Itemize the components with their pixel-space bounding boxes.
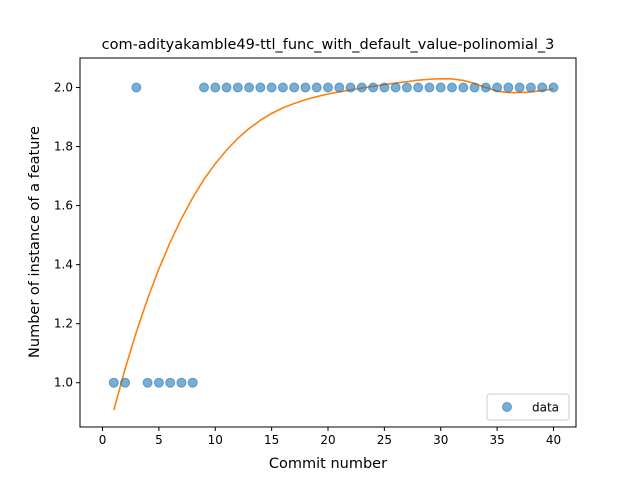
data-point bbox=[480, 82, 491, 93]
y-axis-ticks: 1.0 1.2 1.4 1.6 1.8 2.0 bbox=[54, 81, 80, 390]
data-point bbox=[266, 82, 277, 93]
x-tick-label: 15 bbox=[264, 433, 279, 447]
data-point bbox=[525, 82, 536, 93]
data-point bbox=[244, 82, 255, 93]
x-tick-label: 40 bbox=[546, 433, 561, 447]
x-tick-label: 30 bbox=[433, 433, 448, 447]
data-point bbox=[131, 82, 142, 93]
y-tick-label: 2.0 bbox=[54, 81, 73, 95]
data-point bbox=[221, 82, 232, 93]
x-tick-label: 10 bbox=[208, 433, 223, 447]
data-point bbox=[300, 82, 311, 93]
x-tick-label: 25 bbox=[377, 433, 392, 447]
data-point bbox=[289, 82, 300, 93]
data-point bbox=[469, 82, 480, 93]
data-point bbox=[379, 82, 390, 93]
data-point bbox=[187, 377, 198, 388]
data-point bbox=[447, 82, 457, 93]
data-point bbox=[334, 82, 345, 93]
scatter-points-layer bbox=[108, 82, 559, 388]
x-axis-ticks: 0 5 10 15 20 25 30 35 40 bbox=[99, 427, 561, 447]
data-point bbox=[458, 82, 469, 93]
x-tick-label: 20 bbox=[320, 433, 335, 447]
legend-marker bbox=[502, 402, 512, 412]
data-point bbox=[323, 82, 333, 93]
legend-box bbox=[486, 393, 570, 421]
y-tick-label: 1.4 bbox=[54, 258, 73, 272]
data-point bbox=[492, 82, 503, 93]
fit-curve bbox=[113, 77, 554, 411]
data-point bbox=[176, 377, 187, 388]
x-tick-label: 35 bbox=[489, 433, 504, 447]
data-point bbox=[401, 82, 412, 93]
data-point bbox=[435, 82, 446, 93]
legend: data bbox=[486, 393, 570, 421]
data-point bbox=[537, 82, 548, 93]
data-point bbox=[232, 82, 243, 93]
y-axis-label: Number of instance of a feature bbox=[27, 126, 43, 358]
y-tick-label: 1.0 bbox=[54, 376, 73, 390]
y-tick-label: 1.6 bbox=[54, 199, 73, 213]
data-point bbox=[390, 82, 401, 93]
legend-label-data: data bbox=[532, 401, 559, 415]
chart-title: com-adityakamble49-ttl_func_with_default… bbox=[102, 37, 555, 53]
data-point bbox=[153, 377, 164, 388]
data-point bbox=[413, 82, 424, 93]
data-point bbox=[210, 82, 221, 93]
data-point bbox=[503, 82, 514, 93]
data-point bbox=[165, 377, 176, 388]
x-tick-label: 0 bbox=[99, 433, 107, 447]
data-point bbox=[368, 82, 379, 93]
y-tick-label: 1.8 bbox=[54, 140, 73, 154]
data-point bbox=[255, 82, 266, 93]
fit-curve-layer bbox=[113, 77, 554, 411]
y-tick-label: 1.2 bbox=[54, 317, 73, 331]
data-point bbox=[199, 82, 209, 93]
data-point bbox=[424, 82, 435, 93]
data-point bbox=[108, 377, 119, 388]
x-tick-label: 5 bbox=[155, 433, 163, 447]
data-point bbox=[514, 82, 525, 93]
data-point bbox=[120, 377, 131, 388]
data-point bbox=[356, 82, 367, 93]
data-point bbox=[548, 82, 559, 93]
data-point bbox=[311, 82, 322, 93]
x-axis-label: Commit number bbox=[269, 456, 387, 472]
data-point bbox=[345, 82, 356, 93]
data-point bbox=[142, 377, 153, 388]
data-point bbox=[277, 82, 288, 93]
